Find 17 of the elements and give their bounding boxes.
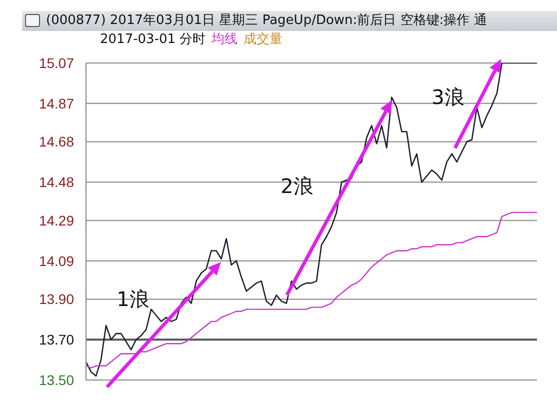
annotation: 2浪: [280, 174, 314, 198]
line-series: [85, 212, 538, 368]
y-tick-label: 14.68: [38, 134, 74, 150]
annotation: 1浪: [116, 287, 150, 311]
text: 成交量: [244, 31, 283, 48]
annotation: 3浪: [432, 85, 464, 109]
y-tick-label: 13.70: [38, 332, 74, 348]
y-tick-label: 13.90: [38, 291, 74, 308]
chart-title: (000877) 2017年03月01日 星期三 PageUp/Down:前后日 空格键:操作 通: [22, 11, 557, 31]
chart-subtitle: 2017-03-01 分时: [100, 31, 206, 48]
y-tick-label: 13.50: [38, 372, 74, 388]
y-tick-label: 15.07: [38, 55, 74, 71]
text: 均线: [212, 31, 238, 48]
y-tick-label: 14.87: [38, 95, 74, 112]
y-tick-label: 14.48: [38, 174, 74, 190]
y-tick-label: 14.29: [38, 212, 74, 228]
y-tick-label: 14.09: [38, 252, 74, 269]
